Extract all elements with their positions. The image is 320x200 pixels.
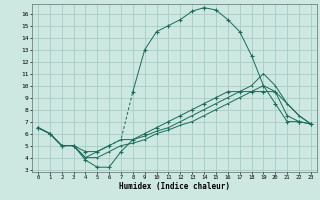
X-axis label: Humidex (Indice chaleur): Humidex (Indice chaleur): [119, 182, 230, 191]
